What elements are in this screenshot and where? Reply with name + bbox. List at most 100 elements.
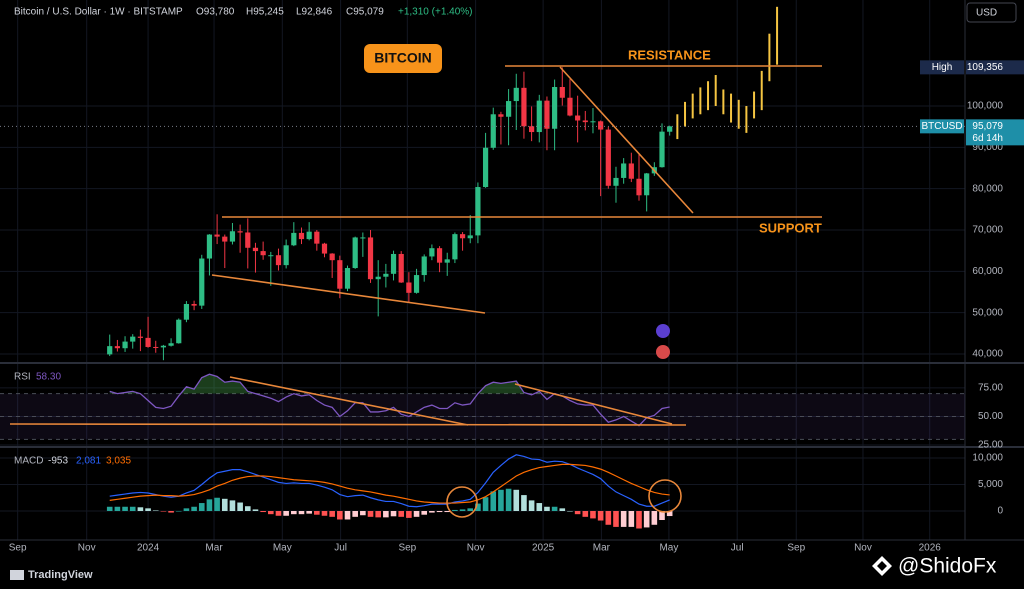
y-tick-label: 80,000 (972, 183, 1003, 194)
y-tick-label: 5,000 (978, 479, 1003, 490)
x-tick-label: Sep (787, 543, 805, 554)
candle-body (352, 237, 358, 269)
candle-body (337, 260, 343, 289)
candle-body (252, 247, 259, 252)
candle-body (598, 121, 604, 130)
macd-histogram-bar (666, 510, 673, 517)
y-tick-label: 25.00 (978, 440, 1003, 451)
x-tick-label: Jul (731, 543, 744, 554)
macd-histogram-bar (452, 509, 458, 511)
macd-histogram-bar (459, 509, 466, 511)
signal-line (109, 463, 670, 504)
macd-title: MACD (14, 456, 43, 467)
macd-histogram-bar (175, 510, 182, 512)
candle-body (667, 126, 673, 132)
candle-body (590, 121, 596, 123)
macd-histogram-bar (490, 491, 497, 511)
macd-histogram-bar (260, 510, 266, 513)
rsi-trendline (229, 376, 469, 426)
candle-body (421, 256, 427, 276)
candle-body (137, 336, 144, 338)
macd-value: 2,081 (76, 456, 101, 467)
watermark-icon (872, 556, 892, 576)
candle-body (475, 187, 481, 236)
candle-body (260, 251, 266, 256)
macd-histogram-bar (360, 510, 366, 516)
change: +1,310 (+1.40%) (398, 7, 473, 18)
price-label-name-box (920, 119, 964, 134)
candle-body (575, 115, 581, 121)
symbol: Bitcoin / U.S. Dollar · 1W · BITSTAMP (14, 7, 183, 18)
y-tick-label: 10,000 (972, 453, 1003, 464)
footer: TradingView (28, 569, 93, 581)
grid (0, 0, 965, 540)
macd-histogram-bar (191, 506, 197, 511)
macd-histogram-bar (244, 506, 251, 511)
candle-body (413, 275, 420, 293)
candle-body (122, 341, 128, 349)
currency[interactable]: USD (976, 8, 997, 19)
macd-histogram-bar (291, 510, 297, 515)
x-tick-label: 2024 (137, 543, 160, 554)
macd-histogram-bar (651, 510, 658, 525)
macd-histogram-bar (252, 509, 259, 511)
macd-histogram-bar (613, 510, 619, 527)
macd-histogram-bar (421, 510, 428, 515)
x-tick-label: 2025 (532, 543, 555, 554)
overbought-fill (109, 374, 542, 394)
macd-histogram-bar (129, 506, 136, 511)
macd-histogram-bar (321, 510, 328, 516)
candle-body (206, 234, 213, 259)
currency-box[interactable] (966, 2, 1017, 23)
macd-histogram-bar (298, 510, 305, 515)
price-countdown: 6d 14h (972, 133, 1003, 144)
candle-body (429, 248, 435, 257)
candle-body (214, 234, 220, 237)
macd-histogram-bar (590, 510, 596, 519)
watermark: @ShidoFx (898, 555, 997, 578)
macd-histogram-bar (275, 510, 282, 516)
signal-value: 3,035 (106, 456, 131, 467)
candle-body (452, 234, 458, 260)
macd-cross-circle (648, 479, 682, 513)
candle-body (613, 177, 619, 186)
macd-histogram-bar (383, 510, 389, 518)
x-tick-label: Nov (854, 543, 872, 554)
open: O93,780 (196, 7, 235, 18)
macd-histogram-bar (214, 497, 220, 511)
candle-body (459, 234, 466, 239)
macd-hist-value: -953 (48, 456, 68, 467)
trendlines (9, 65, 822, 518)
macd-histogram-bar (559, 508, 566, 511)
high: H95,245 (246, 7, 284, 18)
marks (0, 6, 965, 529)
candle-body (291, 232, 297, 246)
macd-histogram-bar (329, 510, 335, 517)
macd-histogram-bar (551, 506, 558, 511)
candle-body (183, 303, 190, 320)
descending-trendline (559, 66, 694, 214)
candle-body (130, 336, 136, 342)
macd-histogram-bar (152, 510, 159, 511)
macd-histogram-bar (352, 510, 358, 517)
y-tick-label: 70,000 (972, 225, 1003, 236)
macd-histogram-bar (122, 506, 128, 511)
candle-body (107, 346, 113, 355)
badge (364, 44, 442, 73)
macd-histogram-bar (498, 489, 504, 511)
macd-histogram-bar (168, 510, 174, 513)
price-label-box (966, 60, 1024, 75)
macd-histogram-bar (344, 510, 351, 520)
candle-body (636, 178, 642, 196)
close: C95,079 (346, 7, 384, 18)
candle-body (621, 163, 627, 178)
x-tick-label: Sep (398, 543, 416, 554)
candle-body (222, 236, 228, 242)
candle-body (398, 253, 404, 283)
price-label-value: 95,079 (972, 121, 1003, 132)
candle-body (659, 131, 665, 168)
macd-histogram-bar (482, 497, 489, 511)
support-label: SUPPORT (759, 220, 822, 235)
